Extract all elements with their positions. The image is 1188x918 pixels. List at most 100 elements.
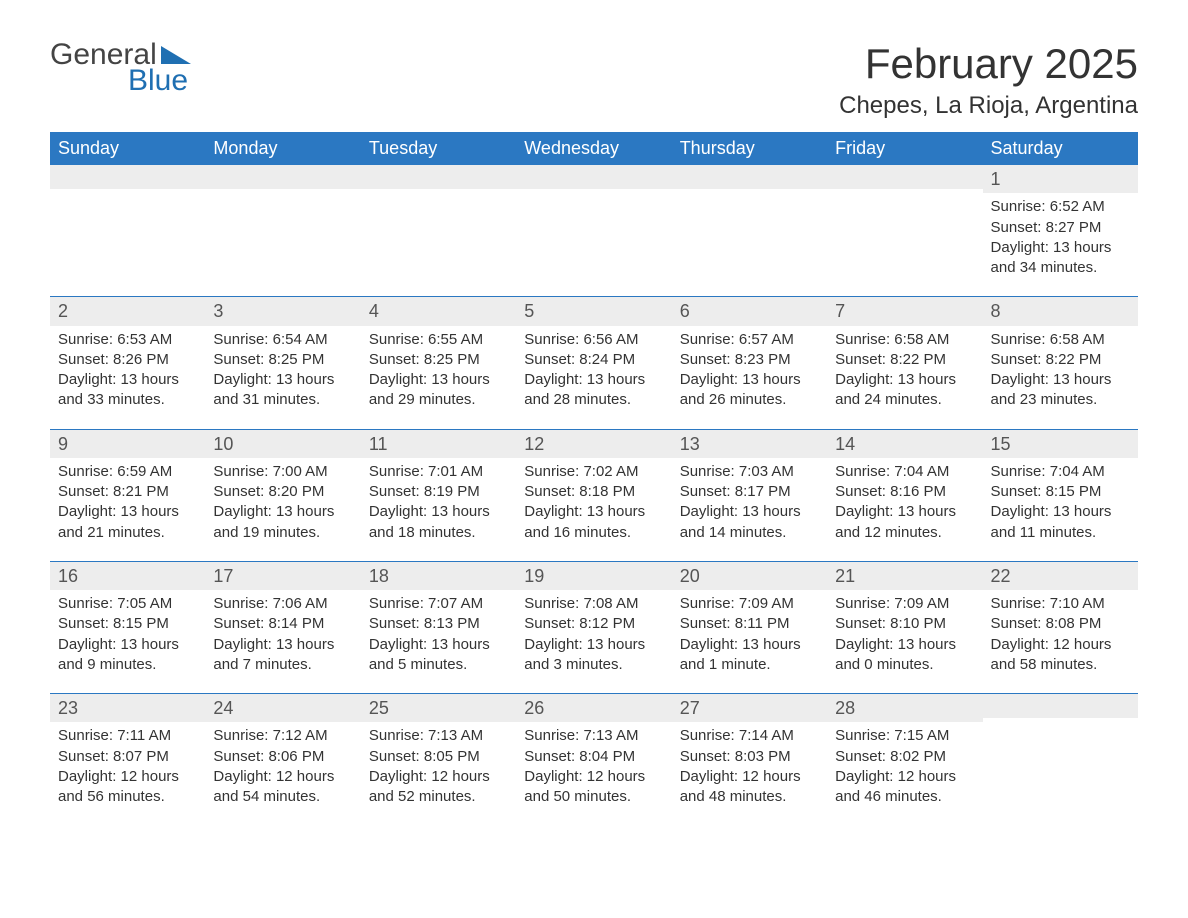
daylight-text-line2: and 9 minutes. bbox=[58, 655, 197, 675]
day-header-wednesday: Wednesday bbox=[516, 132, 671, 165]
day-number: 24 bbox=[205, 694, 360, 722]
sunrise-text: Sunrise: 6:54 AM bbox=[213, 330, 352, 350]
daylight-text-line2: and 34 minutes. bbox=[991, 258, 1130, 278]
sunrise-text: Sunrise: 7:04 AM bbox=[991, 462, 1130, 482]
daylight-text-line1: Daylight: 12 hours bbox=[213, 767, 352, 787]
sunset-text: Sunset: 8:12 PM bbox=[524, 614, 663, 634]
sunset-text: Sunset: 8:15 PM bbox=[58, 614, 197, 634]
sunset-text: Sunset: 8:19 PM bbox=[369, 482, 508, 502]
day-header-friday: Friday bbox=[827, 132, 982, 165]
daylight-text-line1: Daylight: 13 hours bbox=[58, 635, 197, 655]
daylight-text-line1: Daylight: 12 hours bbox=[369, 767, 508, 787]
month-title: February 2025 bbox=[839, 40, 1138, 88]
daylight-text-line1: Daylight: 13 hours bbox=[835, 502, 974, 522]
sunrise-text: Sunrise: 7:13 AM bbox=[369, 726, 508, 746]
day-header-thursday: Thursday bbox=[672, 132, 827, 165]
day-number bbox=[672, 165, 827, 189]
day-header-row: Sunday Monday Tuesday Wednesday Thursday… bbox=[50, 132, 1138, 165]
sunrise-text: Sunrise: 7:10 AM bbox=[991, 594, 1130, 614]
sunrise-text: Sunrise: 7:07 AM bbox=[369, 594, 508, 614]
daylight-text-line2: and 29 minutes. bbox=[369, 390, 508, 410]
daylight-text-line2: and 28 minutes. bbox=[524, 390, 663, 410]
daylight-text-line2: and 5 minutes. bbox=[369, 655, 508, 675]
daylight-text-line1: Daylight: 13 hours bbox=[991, 238, 1130, 258]
calendar-cell: 18Sunrise: 7:07 AMSunset: 8:13 PMDayligh… bbox=[361, 562, 516, 693]
calendar-cell: 28Sunrise: 7:15 AMSunset: 8:02 PMDayligh… bbox=[827, 694, 982, 825]
daylight-text-line1: Daylight: 13 hours bbox=[680, 370, 819, 390]
daylight-text-line1: Daylight: 12 hours bbox=[680, 767, 819, 787]
daylight-text-line2: and 31 minutes. bbox=[213, 390, 352, 410]
day-number bbox=[827, 165, 982, 189]
calendar-cell: 10Sunrise: 7:00 AMSunset: 8:20 PMDayligh… bbox=[205, 430, 360, 561]
calendar-cell: 3Sunrise: 6:54 AMSunset: 8:25 PMDaylight… bbox=[205, 297, 360, 428]
daylight-text-line2: and 21 minutes. bbox=[58, 523, 197, 543]
day-header-tuesday: Tuesday bbox=[361, 132, 516, 165]
daylight-text-line1: Daylight: 13 hours bbox=[213, 370, 352, 390]
sunrise-text: Sunrise: 7:03 AM bbox=[680, 462, 819, 482]
daylight-text-line1: Daylight: 13 hours bbox=[369, 370, 508, 390]
day-header-saturday: Saturday bbox=[983, 132, 1138, 165]
daylight-text-line1: Daylight: 12 hours bbox=[524, 767, 663, 787]
daylight-text-line1: Daylight: 12 hours bbox=[58, 767, 197, 787]
daylight-text-line2: and 14 minutes. bbox=[680, 523, 819, 543]
day-number: 20 bbox=[672, 562, 827, 590]
calendar-cell bbox=[205, 165, 360, 296]
day-number bbox=[361, 165, 516, 189]
calendar-cell bbox=[361, 165, 516, 296]
day-number: 12 bbox=[516, 430, 671, 458]
calendar-cell: 1Sunrise: 6:52 AMSunset: 8:27 PMDaylight… bbox=[983, 165, 1138, 296]
sunset-text: Sunset: 8:18 PM bbox=[524, 482, 663, 502]
day-number bbox=[50, 165, 205, 189]
daylight-text-line2: and 3 minutes. bbox=[524, 655, 663, 675]
sunrise-text: Sunrise: 6:53 AM bbox=[58, 330, 197, 350]
daylight-text-line1: Daylight: 13 hours bbox=[524, 502, 663, 522]
sunrise-text: Sunrise: 7:01 AM bbox=[369, 462, 508, 482]
logo: General Blue bbox=[50, 40, 191, 96]
calendar-week: 23Sunrise: 7:11 AMSunset: 8:07 PMDayligh… bbox=[50, 693, 1138, 825]
sunrise-text: Sunrise: 7:05 AM bbox=[58, 594, 197, 614]
calendar-week: 2Sunrise: 6:53 AMSunset: 8:26 PMDaylight… bbox=[50, 296, 1138, 428]
daylight-text-line1: Daylight: 13 hours bbox=[680, 502, 819, 522]
sunrise-text: Sunrise: 6:55 AM bbox=[369, 330, 508, 350]
calendar-cell: 7Sunrise: 6:58 AMSunset: 8:22 PMDaylight… bbox=[827, 297, 982, 428]
daylight-text-line1: Daylight: 13 hours bbox=[991, 370, 1130, 390]
sunset-text: Sunset: 8:20 PM bbox=[213, 482, 352, 502]
day-number: 18 bbox=[361, 562, 516, 590]
calendar-cell bbox=[983, 694, 1138, 825]
daylight-text-line2: and 7 minutes. bbox=[213, 655, 352, 675]
calendar-cell: 23Sunrise: 7:11 AMSunset: 8:07 PMDayligh… bbox=[50, 694, 205, 825]
daylight-text-line1: Daylight: 12 hours bbox=[991, 635, 1130, 655]
day-number bbox=[205, 165, 360, 189]
calendar-cell: 25Sunrise: 7:13 AMSunset: 8:05 PMDayligh… bbox=[361, 694, 516, 825]
location: Chepes, La Rioja, Argentina bbox=[839, 92, 1138, 120]
daylight-text-line2: and 58 minutes. bbox=[991, 655, 1130, 675]
sunrise-text: Sunrise: 7:13 AM bbox=[524, 726, 663, 746]
day-number: 26 bbox=[516, 694, 671, 722]
sunrise-text: Sunrise: 6:58 AM bbox=[991, 330, 1130, 350]
calendar-cell: 22Sunrise: 7:10 AMSunset: 8:08 PMDayligh… bbox=[983, 562, 1138, 693]
day-number: 22 bbox=[983, 562, 1138, 590]
day-header-monday: Monday bbox=[205, 132, 360, 165]
calendar-cell: 14Sunrise: 7:04 AMSunset: 8:16 PMDayligh… bbox=[827, 430, 982, 561]
sunset-text: Sunset: 8:21 PM bbox=[58, 482, 197, 502]
sunrise-text: Sunrise: 7:11 AM bbox=[58, 726, 197, 746]
daylight-text-line2: and 54 minutes. bbox=[213, 787, 352, 807]
sunrise-text: Sunrise: 7:09 AM bbox=[835, 594, 974, 614]
daylight-text-line2: and 46 minutes. bbox=[835, 787, 974, 807]
calendar-cell: 20Sunrise: 7:09 AMSunset: 8:11 PMDayligh… bbox=[672, 562, 827, 693]
daylight-text-line1: Daylight: 13 hours bbox=[58, 370, 197, 390]
sunset-text: Sunset: 8:25 PM bbox=[213, 350, 352, 370]
daylight-text-line2: and 33 minutes. bbox=[58, 390, 197, 410]
sunrise-text: Sunrise: 7:09 AM bbox=[680, 594, 819, 614]
day-number: 17 bbox=[205, 562, 360, 590]
calendar-cell: 19Sunrise: 7:08 AMSunset: 8:12 PMDayligh… bbox=[516, 562, 671, 693]
daylight-text-line1: Daylight: 13 hours bbox=[369, 635, 508, 655]
day-number: 1 bbox=[983, 165, 1138, 193]
sunrise-text: Sunrise: 6:58 AM bbox=[835, 330, 974, 350]
sunset-text: Sunset: 8:16 PM bbox=[835, 482, 974, 502]
sunset-text: Sunset: 8:03 PM bbox=[680, 747, 819, 767]
logo-text-blue: Blue bbox=[128, 66, 191, 96]
sunset-text: Sunset: 8:26 PM bbox=[58, 350, 197, 370]
sunrise-text: Sunrise: 7:00 AM bbox=[213, 462, 352, 482]
daylight-text-line2: and 23 minutes. bbox=[991, 390, 1130, 410]
